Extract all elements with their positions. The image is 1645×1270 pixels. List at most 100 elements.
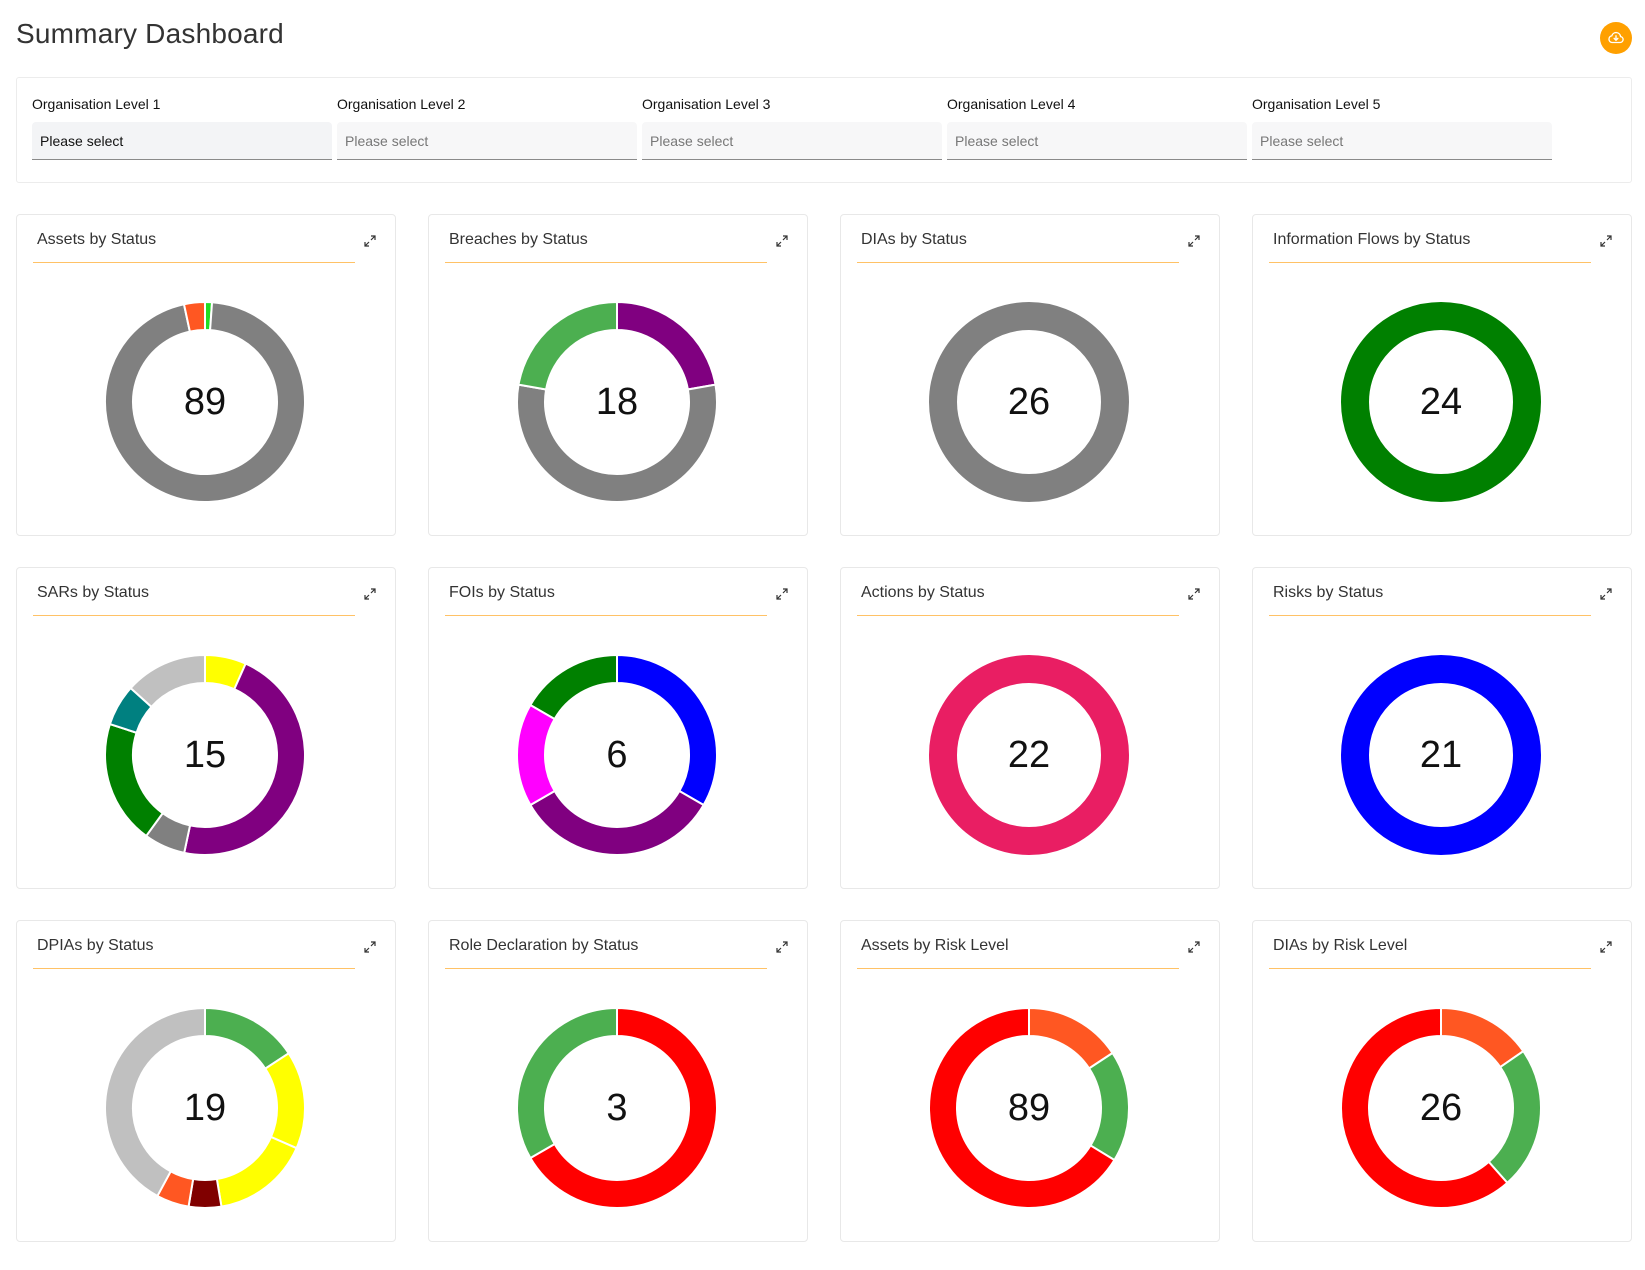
expand-icon[interactable] xyxy=(774,939,790,955)
filter-org-level-4: Organisation Level 4 Please select xyxy=(947,94,1247,160)
chart-card: Assets by Risk Level 89 xyxy=(840,920,1220,1242)
chart-card: FOIs by Status 6 xyxy=(428,567,808,889)
donut-slice[interactable] xyxy=(616,300,717,391)
donut-slice[interactable] xyxy=(104,301,306,503)
donut-slice[interactable] xyxy=(517,300,618,391)
expand-icon[interactable] xyxy=(1186,586,1202,602)
expand-icon[interactable] xyxy=(1186,233,1202,249)
donut-chart xyxy=(104,300,306,503)
donut-slice[interactable] xyxy=(1487,1049,1542,1185)
donut-chart xyxy=(516,300,718,503)
title-divider xyxy=(857,262,1179,263)
donut-slice[interactable] xyxy=(529,1006,718,1209)
chart-title: DIAs by Risk Level xyxy=(1273,937,1408,954)
donut-slice[interactable] xyxy=(929,655,1129,855)
export-button[interactable] xyxy=(1600,22,1632,54)
chart-card: Breaches by Status 18 xyxy=(428,214,808,536)
donut-slice[interactable] xyxy=(204,1006,291,1071)
title-divider xyxy=(1269,262,1591,263)
title-divider xyxy=(445,968,767,969)
title-divider xyxy=(1269,615,1591,616)
chart-card: DPIAs by Status 19 xyxy=(16,920,396,1242)
filter-label: Organisation Level 5 xyxy=(1252,96,1381,112)
donut-chart xyxy=(1341,302,1541,502)
expand-icon[interactable] xyxy=(774,233,790,249)
donut-chart xyxy=(516,653,718,856)
donut-slice[interactable] xyxy=(616,653,718,807)
donut-chart xyxy=(104,653,306,856)
donut-slice[interactable] xyxy=(129,653,206,709)
expand-icon[interactable] xyxy=(1598,233,1614,249)
donut-chart xyxy=(929,655,1129,855)
donut-slice[interactable] xyxy=(1341,302,1541,502)
chart-title: DPIAs by Status xyxy=(37,937,154,954)
donut-slice[interactable] xyxy=(929,302,1129,502)
donut-chart xyxy=(928,1006,1130,1209)
donut-slice[interactable] xyxy=(263,1051,306,1150)
title-divider xyxy=(33,615,355,616)
org-level-4-select[interactable]: Please select xyxy=(947,122,1247,160)
cloud-download-icon xyxy=(1608,31,1624,44)
donut-slice[interactable] xyxy=(183,662,306,856)
title-divider xyxy=(33,968,355,969)
chart-title: Risks by Status xyxy=(1273,584,1384,601)
donut-chart xyxy=(1340,1006,1542,1209)
donut-slice[interactable] xyxy=(104,722,165,838)
title-divider xyxy=(445,262,767,263)
filter-org-level-3: Organisation Level 3 Please select xyxy=(642,94,942,160)
donut-slice[interactable] xyxy=(516,703,557,807)
chart-card: DIAs by Risk Level 26 xyxy=(1252,920,1632,1242)
org-level-3-select[interactable]: Please select xyxy=(642,122,942,160)
expand-icon[interactable] xyxy=(774,586,790,602)
donut-slice[interactable] xyxy=(529,789,705,856)
title-divider xyxy=(857,968,1179,969)
chart-title: Actions by Status xyxy=(861,584,985,601)
expand-icon[interactable] xyxy=(362,586,378,602)
chart-title: DIAs by Status xyxy=(861,231,967,248)
chart-title: Assets by Risk Level xyxy=(861,937,1009,954)
chart-title: Breaches by Status xyxy=(449,231,588,248)
chart-title: SARs by Status xyxy=(37,584,150,601)
chart-card: SARs by Status 15 xyxy=(16,567,396,889)
donut-chart xyxy=(104,1006,306,1209)
donut-slice[interactable] xyxy=(928,1006,1116,1209)
chart-title: Role Declaration by Status xyxy=(449,937,639,954)
expand-icon[interactable] xyxy=(362,939,378,955)
chart-card: DIAs by Status 26 xyxy=(840,214,1220,536)
donut-slice[interactable] xyxy=(1087,1051,1130,1162)
donut-slice[interactable] xyxy=(215,1135,298,1208)
expand-icon[interactable] xyxy=(1598,586,1614,602)
title-divider xyxy=(1269,968,1591,969)
chart-card: Actions by Status 22 xyxy=(840,567,1220,889)
donut-chart xyxy=(1341,655,1541,855)
donut-slice[interactable] xyxy=(1440,1006,1525,1069)
org-level-5-select[interactable]: Please select xyxy=(1252,122,1552,160)
org-level-2-select[interactable]: Please select xyxy=(337,122,637,160)
donut-slice[interactable] xyxy=(104,1006,206,1198)
donut-chart xyxy=(929,302,1129,502)
expand-icon[interactable] xyxy=(1186,939,1202,955)
donut-slice[interactable] xyxy=(1340,1006,1509,1209)
chart-card: Role Declaration by Status 3 xyxy=(428,920,808,1242)
chart-title: FOIs by Status xyxy=(449,584,555,601)
donut-slice[interactable] xyxy=(187,1177,223,1209)
filter-org-level-5: Organisation Level 5 Please select xyxy=(1252,94,1552,160)
donut-slice[interactable] xyxy=(529,653,618,721)
title-divider xyxy=(33,262,355,263)
title-divider xyxy=(445,615,767,616)
filter-label: Organisation Level 2 xyxy=(337,96,466,112)
expand-icon[interactable] xyxy=(1598,939,1614,955)
filter-org-level-2: Organisation Level 2 Please select xyxy=(337,94,637,160)
chart-title: Assets by Status xyxy=(37,231,157,248)
donut-slice[interactable] xyxy=(516,383,718,503)
filter-panel: Organisation Level 1 Please select Organ… xyxy=(16,77,1632,183)
expand-icon[interactable] xyxy=(362,233,378,249)
donut-slice[interactable] xyxy=(516,1006,618,1160)
donut-slice[interactable] xyxy=(1341,655,1541,855)
chart-title: Information Flows by Status xyxy=(1273,231,1471,248)
donut-chart xyxy=(516,1006,718,1209)
filter-label: Organisation Level 4 xyxy=(947,96,1076,112)
donut-slice[interactable] xyxy=(182,300,206,333)
donut-slice[interactable] xyxy=(1028,1006,1114,1070)
org-level-1-select[interactable]: Please select xyxy=(32,122,332,160)
